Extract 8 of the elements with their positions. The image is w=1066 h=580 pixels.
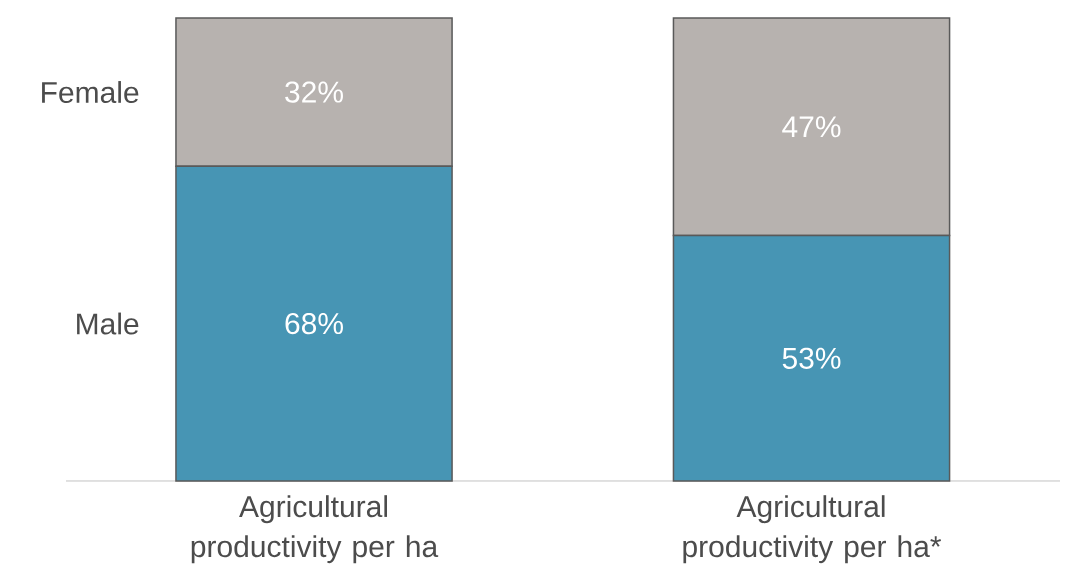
data-label: 47% — [782, 116, 841, 138]
series-label: Female — [42, 81, 139, 104]
data-label: 68% — [285, 312, 343, 335]
series-label: Male — [77, 312, 139, 335]
x-tick-label: Agricultural productivity per ha* — [683, 495, 942, 564]
data-label: 32% — [285, 81, 343, 103]
x-tick-label: Agricultural productivity per ha — [191, 495, 439, 564]
data-label: 53% — [782, 347, 841, 369]
